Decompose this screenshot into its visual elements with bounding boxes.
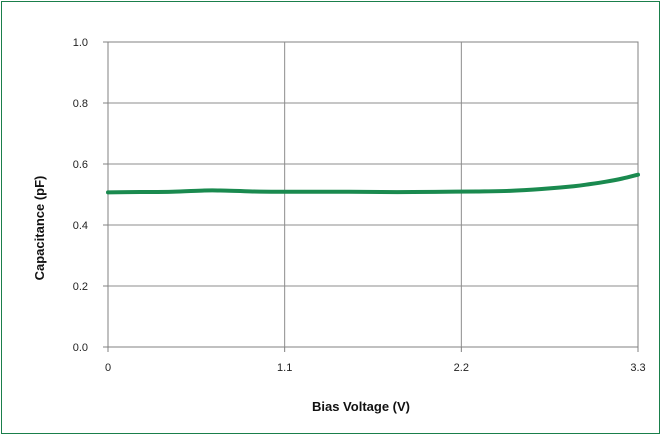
x-tick-label: 3.3 [630, 362, 645, 374]
x-tick-label: 1.1 [277, 362, 292, 374]
y-axis-label: Capacitance (pF) [32, 176, 47, 281]
y-tick-label: 0.2 [73, 281, 88, 293]
y-axis-ticks: 0.0 0.2 0.4 0.6 0.8 1.0 [73, 37, 108, 354]
y-tick-label: 0.8 [73, 98, 88, 110]
y-tick-label: 0.6 [73, 159, 88, 171]
y-tick-label: 0.4 [73, 220, 88, 232]
series-group [106, 172, 640, 195]
grid [107, 41, 639, 348]
plot-area [107, 41, 639, 348]
x-tick-label: 0 [105, 362, 111, 374]
x-tick-label: 2.2 [454, 362, 469, 374]
series-line [106, 172, 640, 195]
x-axis-ticks: 0 1.1 2.2 3.3 [105, 347, 646, 374]
y-tick-label: 1.0 [73, 37, 88, 49]
x-axis-label: Bias Voltage (V) [312, 399, 410, 414]
y-tick-label: 0.0 [73, 342, 88, 354]
